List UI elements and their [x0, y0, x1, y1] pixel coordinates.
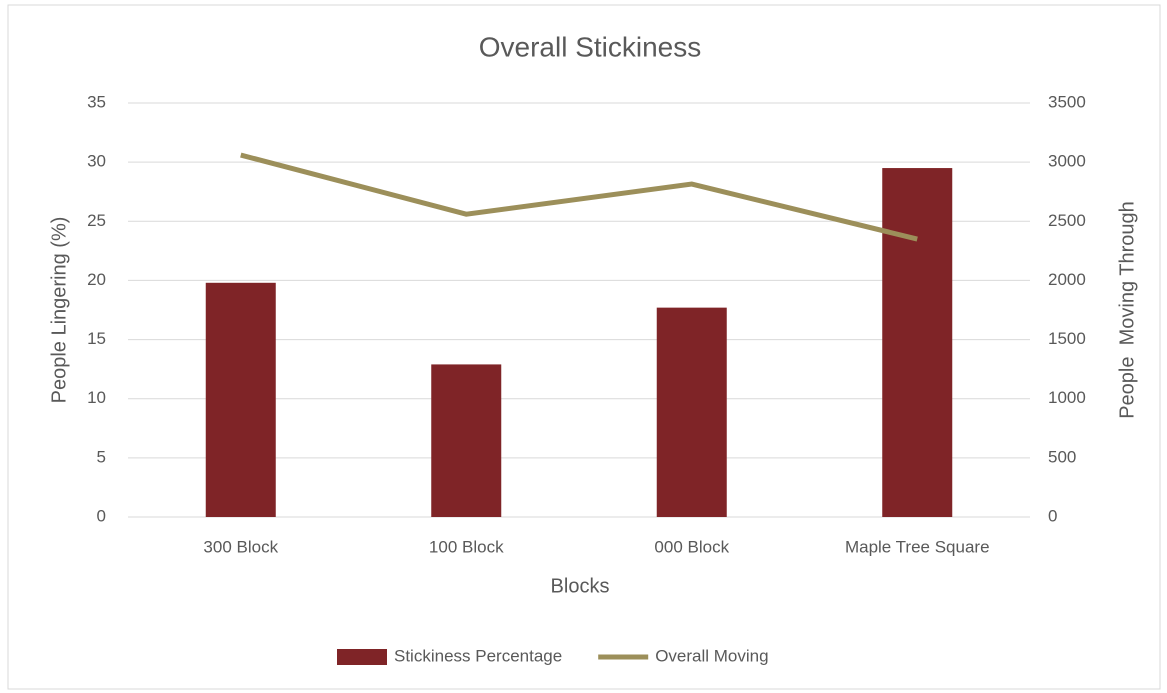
y-tick-label: 30	[87, 152, 106, 171]
line	[240, 152, 918, 242]
chart-title: Overall Stickiness	[479, 31, 702, 62]
bar	[431, 364, 502, 517]
y-tick-label: 25	[87, 211, 106, 230]
y2-axis-label: People Moving Through	[1116, 201, 1138, 419]
y2-tick-label: 2000	[1048, 270, 1086, 289]
x-tick-label: 100 Block	[429, 537, 504, 556]
y2-tick-label: 1000	[1048, 388, 1086, 407]
chart-frame	[7, 4, 1161, 690]
bar	[205, 282, 276, 517]
y-tick-label: 35	[87, 92, 106, 111]
x-tick-label: Maple Tree Square	[845, 537, 990, 556]
y-tick-label: 15	[87, 329, 106, 348]
y2-tick-label: 0	[1048, 506, 1057, 525]
y-axis-label: People Lingering (%)	[48, 217, 70, 404]
bar	[882, 168, 953, 518]
legend-label: Stickiness Percentage	[394, 646, 562, 665]
y2-tick-label: 3500	[1048, 92, 1086, 111]
legend-label: Overall Moving	[655, 646, 768, 665]
bar	[656, 307, 727, 517]
x-tick-label: 300 Block	[203, 537, 278, 556]
y2-tick-label: 1500	[1048, 329, 1086, 348]
y-tick-label: 0	[97, 506, 106, 525]
y2-tick-label: 500	[1048, 447, 1076, 466]
x-axis-label: Blocks	[551, 575, 610, 597]
y-tick-label: 10	[87, 388, 106, 407]
y-tick-label: 5	[97, 447, 106, 466]
legend-swatch	[337, 649, 387, 665]
y2-tick-label: 3000	[1048, 152, 1086, 171]
y-tick-label: 20	[87, 270, 106, 289]
x-tick-label: 000 Block	[654, 537, 729, 556]
y2-tick-label: 2500	[1048, 211, 1086, 230]
